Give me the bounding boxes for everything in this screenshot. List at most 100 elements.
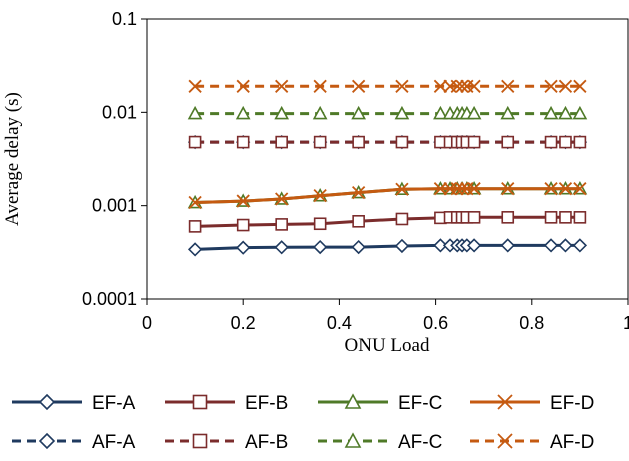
x-marker-stroke [433,79,448,93]
x-marker-stroke [313,189,327,203]
data-point-af-b [275,135,288,149]
data-point-ef-d [501,182,515,196]
data-point-ef-b [352,214,365,228]
data-point-ef-a [274,240,289,255]
data-point-ef-b [275,218,288,231]
data-point-ef-a [466,238,482,253]
data-point-af-d [558,79,573,93]
x-marker [497,433,513,449]
series-ef-d [188,182,587,210]
x-marker-stroke [501,79,515,93]
data-point-af-b [395,135,409,149]
y-tick-label: 0.0001 [82,289,137,309]
data-point-af-d [467,79,481,93]
square-marker [192,394,208,410]
data-point-ef-d [188,195,202,210]
data-point-ef-a [187,242,203,257]
series-ef-a [187,238,588,257]
x-marker-stroke [544,182,558,196]
data-point-af-c [312,105,328,120]
data-point-ef-d [450,182,464,196]
data-point-af-d [395,79,409,93]
x-marker-stroke [455,182,469,196]
data-point-af-d [455,79,469,93]
x-marker-stroke [450,182,464,196]
data-point-af-b [352,135,365,149]
y-tick-label: 0.1 [112,9,137,29]
data-point-af-c [351,105,366,120]
legend-item-ef-d: EF-D [470,393,594,414]
data-point-af-b [467,135,481,149]
data-point-ef-d [275,192,289,206]
data-point-ef-b [544,211,558,224]
series-ef-b [188,211,587,233]
x-marker-stroke [395,79,409,93]
data-point-af-c [572,105,588,120]
data-point-ef-a [558,238,573,253]
data-point-ef-a [500,238,515,253]
data-point-ef-a [313,239,328,255]
series-af-c [187,105,588,120]
data-point-af-c [543,105,559,120]
x-marker-stroke [275,192,289,206]
x-marker-stroke [236,194,250,208]
x-marker-stroke [467,182,481,196]
data-point-af-d [450,79,464,93]
legend-item-ef-b: EF-B [165,393,288,414]
x-marker-stroke [313,79,327,93]
data-point-ef-d [352,185,366,200]
data-point-af-d [188,79,202,93]
x-tick-label: 0 [142,313,152,333]
legend-item-ef-c: EF-C [318,393,442,414]
legend-item-af-a: AF-A [12,432,136,453]
data-point-af-b [559,135,572,149]
data-point-af-b [313,135,327,149]
x-tick-label: 0.4 [327,313,352,333]
x-axis-title: ONU Load [345,335,430,356]
x-marker-stroke [497,394,513,410]
legend-label-ef-d: EF-D [550,393,594,414]
data-point-ef-d [558,182,573,196]
legend-label-ef-c: EF-C [398,393,442,414]
x-marker-stroke [352,185,366,200]
x-marker-stroke [188,79,202,93]
data-point-af-d [573,79,587,93]
data-point-ef-d [455,182,469,196]
y-tick-label: 0.01 [102,102,137,122]
legend-label-af-c: AF-C [398,432,442,453]
data-point-ef-b [236,218,250,232]
data-point-ef-d [544,182,558,196]
data-point-af-c [235,105,251,120]
x-marker-stroke [558,182,573,196]
data-point-ef-b [573,211,587,224]
x-marker-stroke [395,182,409,196]
x-marker-stroke [433,182,448,196]
legend-label-af-b: AF-B [245,432,288,453]
triangle-marker [344,432,362,448]
y-axis-title: Average delay (s) [2,92,23,226]
square-marker [192,433,208,449]
x-tick-label: 0.8 [519,313,544,333]
y-axis-ticks: 0.0001 0.001 0.01 0.1 [82,9,147,309]
data-point-ef-d [395,182,409,196]
data-point-af-b [501,135,515,149]
data-point-af-b [236,135,250,149]
diamond-marker [38,432,56,450]
data-point-af-d [236,79,250,93]
data-point-af-c [466,105,482,120]
x-marker-stroke [352,79,366,93]
x-marker-stroke [188,195,202,210]
legend-item-af-b: AF-B [165,432,288,453]
data-point-ef-d [573,182,587,196]
data-point-ef-a [394,238,410,254]
data-point-af-b [544,135,558,149]
legend-item-ef-a: EF-A [12,393,136,414]
legend: EF-A EF-B EF-C EF-D AF-A AF-B AF-C AF-D [12,393,594,453]
data-point-af-d [275,79,289,93]
x-marker [497,394,513,410]
legend-item-af-d: AF-D [470,432,594,453]
data-point-ef-a [236,240,251,255]
legend-label-ef-a: EF-A [92,393,136,414]
legend-label-af-a: AF-A [92,432,136,453]
y-tick-label: 0.001 [92,196,137,216]
